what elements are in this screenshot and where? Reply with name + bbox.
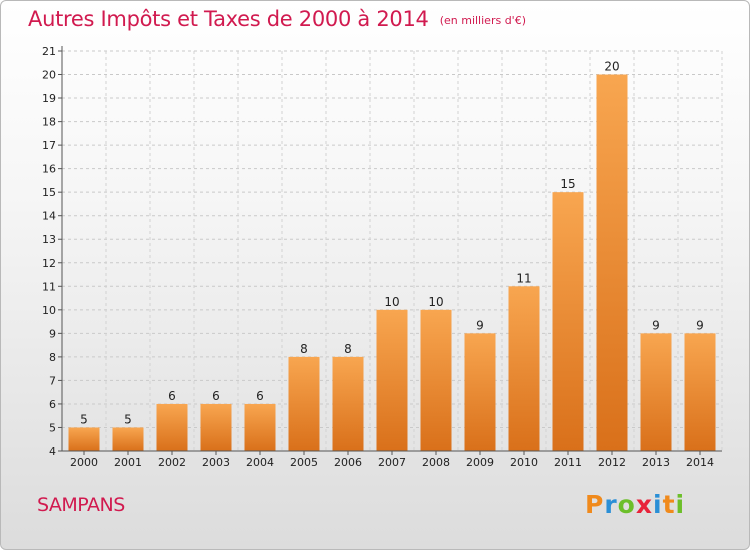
proxiti-logo: Proxiti — [585, 490, 685, 519]
x-tick-label: 2002 — [158, 456, 186, 469]
logo-letter: t — [662, 490, 676, 519]
logo-letter: x — [635, 490, 653, 519]
axes — [58, 46, 722, 455]
bar — [288, 356, 320, 451]
x-tick-label: 2007 — [378, 456, 406, 469]
bar-value-label: 8 — [300, 342, 308, 356]
bar-value-label: 5 — [124, 412, 132, 426]
x-tick-label: 2004 — [246, 456, 274, 469]
x-tick-label: 2001 — [114, 456, 142, 469]
y-tick-label: 8 — [49, 351, 56, 364]
y-tick-label: 9 — [49, 327, 56, 340]
y-tick-label: 4 — [49, 445, 56, 458]
y-tick-label: 20 — [42, 69, 56, 82]
chart-title: Autres Impôts et Taxes de 2000 à 2014 — [28, 7, 429, 31]
x-tick-label: 2011 — [554, 456, 582, 469]
bar — [464, 333, 496, 451]
bar-value-label: 6 — [256, 389, 264, 403]
y-tick-label: 12 — [42, 257, 56, 270]
x-tick-label: 2012 — [598, 456, 626, 469]
bars — [68, 74, 716, 452]
logo-letter: P — [585, 490, 605, 519]
bar — [376, 309, 408, 451]
x-tick-label: 2005 — [290, 456, 318, 469]
x-tick-label: 2010 — [510, 456, 538, 469]
bar — [112, 427, 144, 451]
commune-name: SAMPANS — [37, 494, 125, 516]
bar — [596, 74, 628, 451]
x-tick-label: 2000 — [70, 456, 98, 469]
y-tick-label: 10 — [42, 304, 56, 317]
bar — [156, 403, 188, 451]
x-tick-label: 2008 — [422, 456, 450, 469]
logo-letter: r — [604, 490, 618, 519]
chart-subtitle: (en milliers d'€) — [439, 14, 526, 27]
bar — [244, 403, 276, 451]
y-tick-label: 15 — [42, 186, 56, 199]
bar-value-label: 6 — [168, 389, 176, 403]
bar — [508, 286, 540, 451]
x-tick-label: 2003 — [202, 456, 230, 469]
logo-letter: i — [653, 490, 663, 519]
y-tick-label: 11 — [42, 280, 56, 293]
bar — [332, 356, 364, 451]
labels: 4 5 6 7 8 9 10 11 12 13 14 15 16 17 18 19 20 21 5 2000 5 2001… — [42, 45, 714, 469]
bar-value-label: 5 — [80, 412, 88, 426]
y-tick-label: 6 — [49, 398, 56, 411]
y-tick-label: 17 — [42, 139, 56, 152]
bar-value-label: 10 — [428, 295, 443, 309]
bar-value-label: 9 — [476, 318, 484, 332]
bar-value-label: 8 — [344, 342, 352, 356]
x-tick-label: 2014 — [686, 456, 714, 469]
y-tick-label: 16 — [42, 163, 56, 176]
bar-value-label: 6 — [212, 389, 220, 403]
bar — [68, 427, 100, 451]
bar — [200, 403, 232, 451]
bar — [552, 192, 584, 452]
y-tick-label: 21 — [42, 45, 56, 58]
chart-title-block: Autres Impôts et Taxes de 2000 à 2014 (e… — [28, 7, 526, 31]
bar-value-label: 9 — [652, 318, 660, 332]
logo-letter: i — [675, 490, 686, 519]
grid-lines — [61, 50, 723, 451]
y-tick-label: 19 — [42, 92, 56, 105]
bar-value-label: 15 — [560, 177, 575, 191]
y-tick-label: 5 — [49, 421, 56, 434]
y-tick-label: 7 — [49, 374, 56, 387]
bar-value-label: 11 — [516, 271, 531, 285]
x-tick-label: 2006 — [334, 456, 362, 469]
logo-letter: o — [617, 490, 636, 519]
bar — [420, 309, 452, 451]
bar-value-label: 10 — [384, 295, 399, 309]
y-tick-label: 13 — [42, 233, 56, 246]
x-tick-label: 2013 — [642, 456, 670, 469]
x-tick-label: 2009 — [466, 456, 494, 469]
y-tick-label: 14 — [42, 210, 56, 223]
bar — [684, 333, 716, 451]
bar-value-label: 9 — [696, 318, 704, 332]
bar — [640, 333, 672, 451]
bar-value-label: 20 — [604, 60, 619, 74]
y-tick-label: 18 — [42, 116, 56, 129]
